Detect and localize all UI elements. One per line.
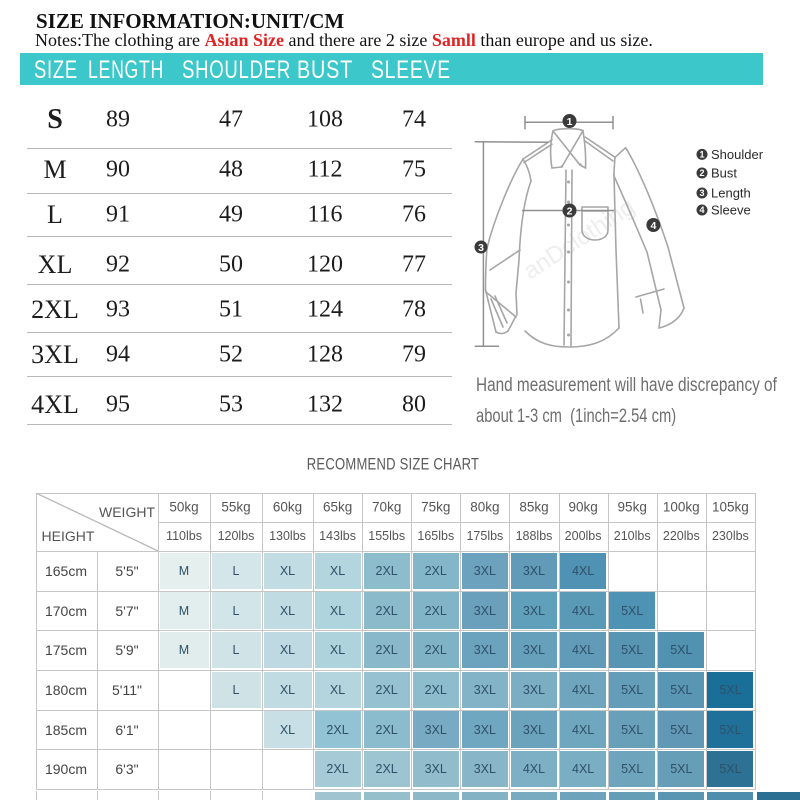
svg-text:3: 3 bbox=[478, 242, 484, 254]
svg-text:3: 3 bbox=[699, 188, 704, 198]
svg-text:4: 4 bbox=[699, 205, 704, 215]
svg-text:2: 2 bbox=[567, 205, 573, 217]
svg-text:1: 1 bbox=[567, 116, 573, 128]
svg-text:Shoulder: Shoulder bbox=[711, 147, 764, 162]
svg-text:Sleeve: Sleeve bbox=[711, 203, 751, 218]
svg-text:Length: Length bbox=[711, 186, 751, 201]
svg-text:4: 4 bbox=[650, 220, 656, 232]
svg-text:Bust: Bust bbox=[711, 166, 737, 181]
svg-text:1: 1 bbox=[699, 150, 704, 160]
svg-text:anDclothing: anDclothing bbox=[519, 193, 640, 285]
svg-text:2: 2 bbox=[699, 168, 704, 178]
